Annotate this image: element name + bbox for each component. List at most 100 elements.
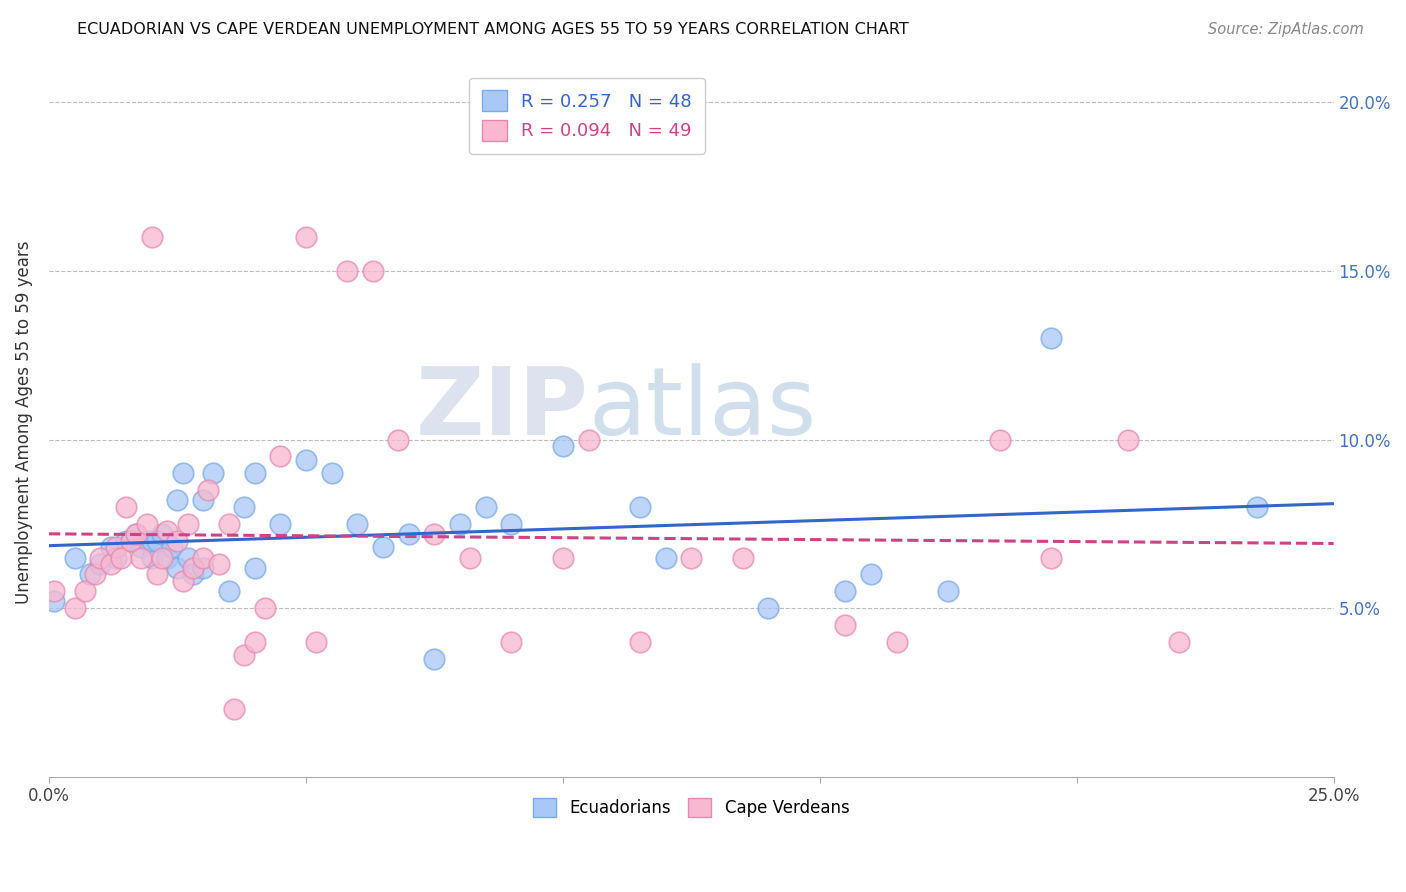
Point <box>834 584 856 599</box>
Point <box>181 567 204 582</box>
Text: Source: ZipAtlas.com: Source: ZipAtlas.com <box>1208 22 1364 37</box>
Point <box>758 601 780 615</box>
Y-axis label: Unemployment Among Ages 55 to 59 years: Unemployment Among Ages 55 to 59 years <box>15 241 32 605</box>
Point <box>172 574 194 589</box>
Point <box>89 550 111 565</box>
Point <box>42 584 65 599</box>
Point <box>202 467 225 481</box>
Point <box>243 635 266 649</box>
Point <box>218 584 240 599</box>
Point <box>63 550 86 565</box>
Point <box>141 533 163 548</box>
Point <box>42 594 65 608</box>
Point <box>295 230 318 244</box>
Point <box>1246 500 1268 514</box>
Point <box>166 493 188 508</box>
Text: atlas: atlas <box>589 362 817 455</box>
Point <box>104 550 127 565</box>
Point <box>269 516 291 531</box>
Point <box>1040 550 1063 565</box>
Point <box>100 558 122 572</box>
Point <box>269 450 291 464</box>
Point <box>233 500 256 514</box>
Point <box>628 635 651 649</box>
Point <box>398 527 420 541</box>
Point <box>146 533 169 548</box>
Point <box>460 550 482 565</box>
Point <box>346 516 368 531</box>
Point <box>141 230 163 244</box>
Point <box>79 567 101 582</box>
Point <box>150 527 173 541</box>
Point <box>551 439 574 453</box>
Point <box>73 584 96 599</box>
Point <box>501 635 523 649</box>
Point <box>63 601 86 615</box>
Text: ZIP: ZIP <box>416 362 589 455</box>
Point <box>423 527 446 541</box>
Point <box>162 541 184 555</box>
Point <box>89 558 111 572</box>
Point <box>628 500 651 514</box>
Point <box>177 550 200 565</box>
Point <box>100 541 122 555</box>
Point <box>191 560 214 574</box>
Point <box>305 635 328 649</box>
Point <box>156 550 179 565</box>
Point <box>150 550 173 565</box>
Point <box>131 541 153 555</box>
Point <box>474 500 496 514</box>
Point <box>681 550 703 565</box>
Point <box>731 550 754 565</box>
Point <box>321 467 343 481</box>
Point <box>243 467 266 481</box>
Point <box>253 601 276 615</box>
Point <box>125 527 148 541</box>
Point <box>387 433 409 447</box>
Point <box>551 550 574 565</box>
Point <box>578 433 600 447</box>
Point <box>988 433 1011 447</box>
Point <box>120 533 142 548</box>
Point <box>1168 635 1191 649</box>
Point <box>501 516 523 531</box>
Point <box>156 524 179 538</box>
Point <box>181 560 204 574</box>
Point <box>135 516 157 531</box>
Point <box>191 493 214 508</box>
Point <box>115 500 138 514</box>
Point <box>336 264 359 278</box>
Point <box>423 652 446 666</box>
Point <box>172 467 194 481</box>
Point <box>233 648 256 663</box>
Point <box>449 516 471 531</box>
Point <box>84 567 107 582</box>
Point <box>1116 433 1139 447</box>
Legend: Ecuadorians, Cape Verdeans: Ecuadorians, Cape Verdeans <box>524 789 858 825</box>
Point <box>197 483 219 498</box>
Point <box>120 533 142 548</box>
Point <box>166 560 188 574</box>
Point <box>135 533 157 548</box>
Point <box>218 516 240 531</box>
Point <box>177 516 200 531</box>
Text: ECUADORIAN VS CAPE VERDEAN UNEMPLOYMENT AMONG AGES 55 TO 59 YEARS CORRELATION CH: ECUADORIAN VS CAPE VERDEAN UNEMPLOYMENT … <box>77 22 910 37</box>
Point <box>936 584 959 599</box>
Point <box>222 702 245 716</box>
Point <box>125 527 148 541</box>
Point <box>295 452 318 467</box>
Point <box>166 533 188 548</box>
Point <box>1040 331 1063 345</box>
Point <box>834 618 856 632</box>
Point <box>243 560 266 574</box>
Point <box>110 550 132 565</box>
Point <box>146 567 169 582</box>
Point <box>886 635 908 649</box>
Point <box>860 567 883 582</box>
Point <box>371 541 394 555</box>
Point <box>207 558 229 572</box>
Point <box>131 550 153 565</box>
Point <box>654 550 676 565</box>
Point <box>141 550 163 565</box>
Point <box>104 541 127 555</box>
